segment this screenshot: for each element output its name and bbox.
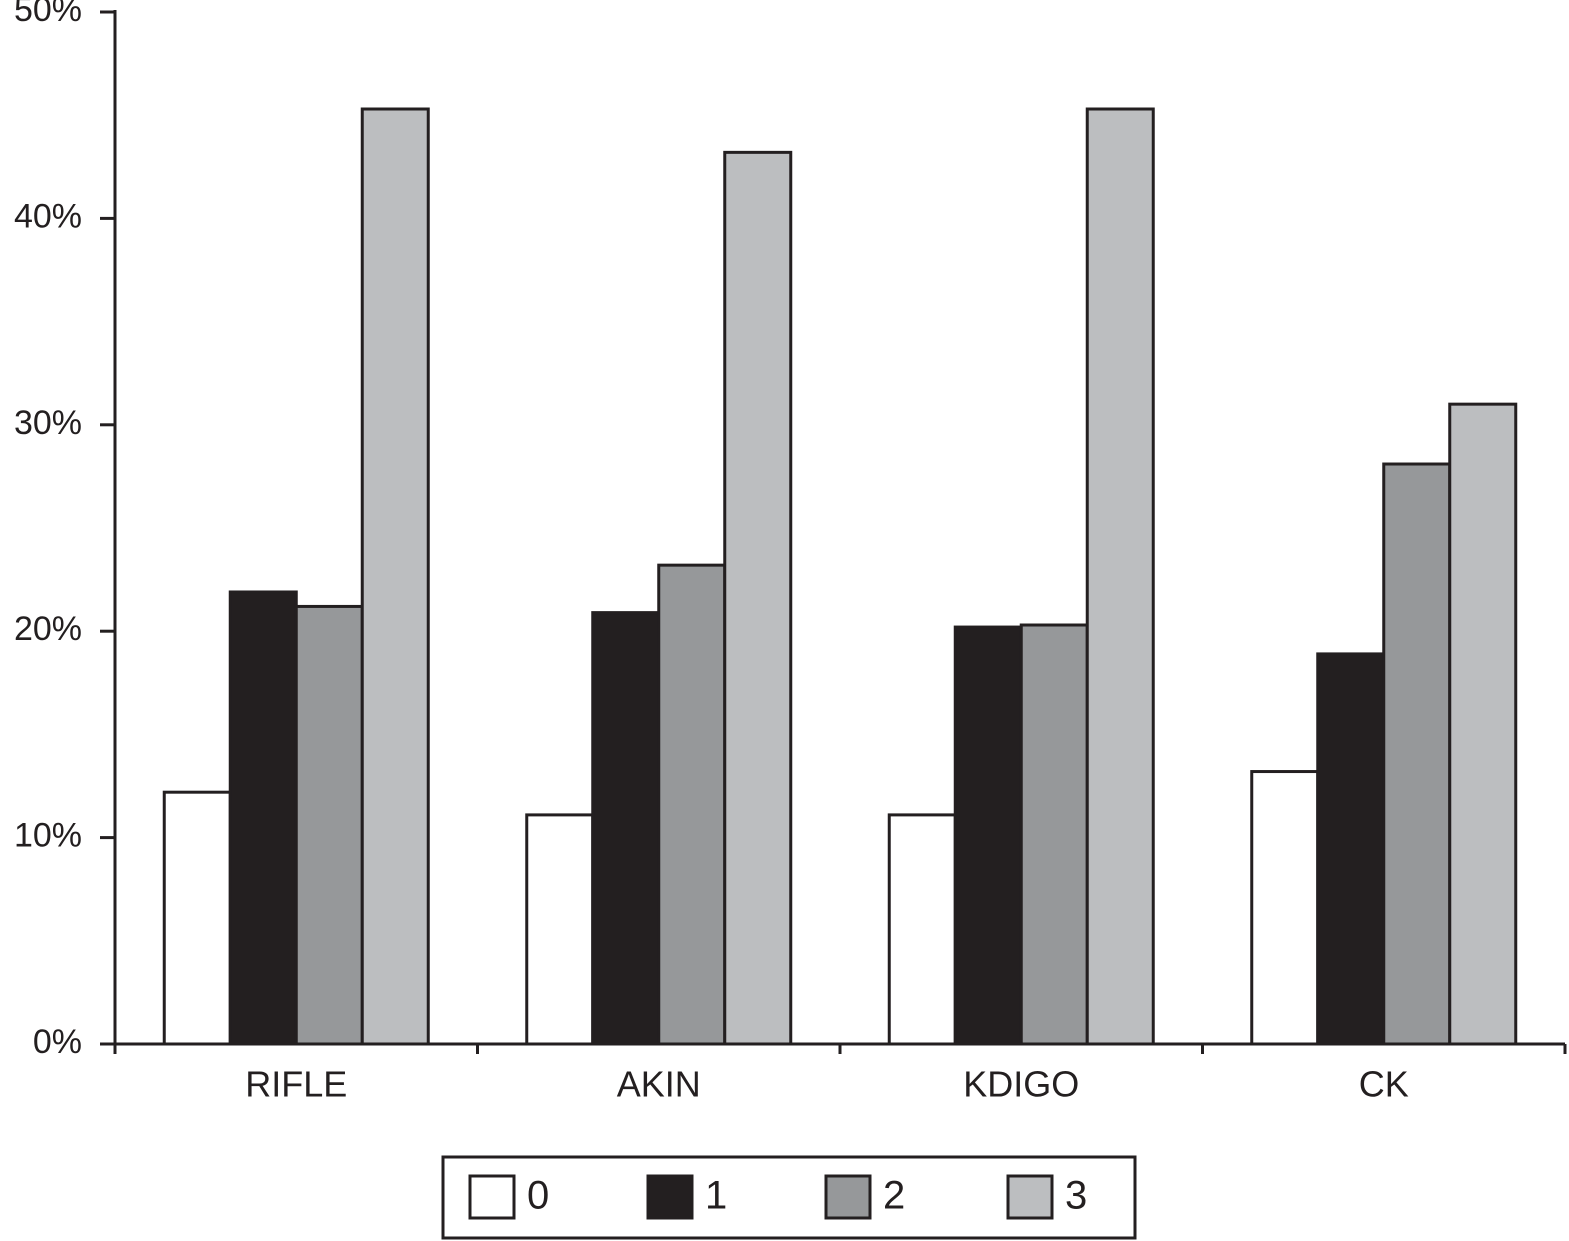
bar (294, 604, 364, 1046)
legend-swatch (646, 1174, 694, 1220)
x-tick-label: CK (1359, 1064, 1409, 1105)
bar (953, 625, 1023, 1046)
bar (162, 790, 232, 1046)
y-tick-label: 0% (33, 1023, 82, 1061)
legend-label: 2 (883, 1174, 905, 1218)
bar (723, 150, 793, 1046)
y-tick-label: 30% (14, 404, 82, 442)
bar (1382, 462, 1452, 1046)
bar (360, 107, 430, 1046)
legend-label: 0 (527, 1174, 549, 1218)
bar (525, 813, 595, 1046)
bar (1316, 652, 1386, 1046)
legend-swatch (468, 1174, 516, 1220)
bar (1250, 770, 1320, 1046)
bar (657, 563, 727, 1046)
y-tick-label: 10% (14, 817, 82, 855)
legend-label: 1 (705, 1174, 727, 1218)
legend-swatch (824, 1174, 872, 1220)
y-tick-label: 50% (14, 0, 82, 29)
x-tick-label: AKIN (617, 1064, 701, 1105)
bar (1019, 623, 1089, 1046)
y-tick-label: 40% (14, 197, 82, 235)
legend-label: 3 (1065, 1174, 1087, 1218)
x-tick-label: KDIGO (963, 1064, 1079, 1105)
y-tick-label: 20% (14, 610, 82, 648)
bar (1085, 107, 1155, 1046)
bar (1448, 402, 1518, 1046)
bar (591, 611, 661, 1046)
bar (887, 813, 957, 1046)
x-tick-label: RIFLE (245, 1064, 347, 1105)
bar (228, 590, 298, 1046)
legend-swatch (1006, 1174, 1054, 1220)
